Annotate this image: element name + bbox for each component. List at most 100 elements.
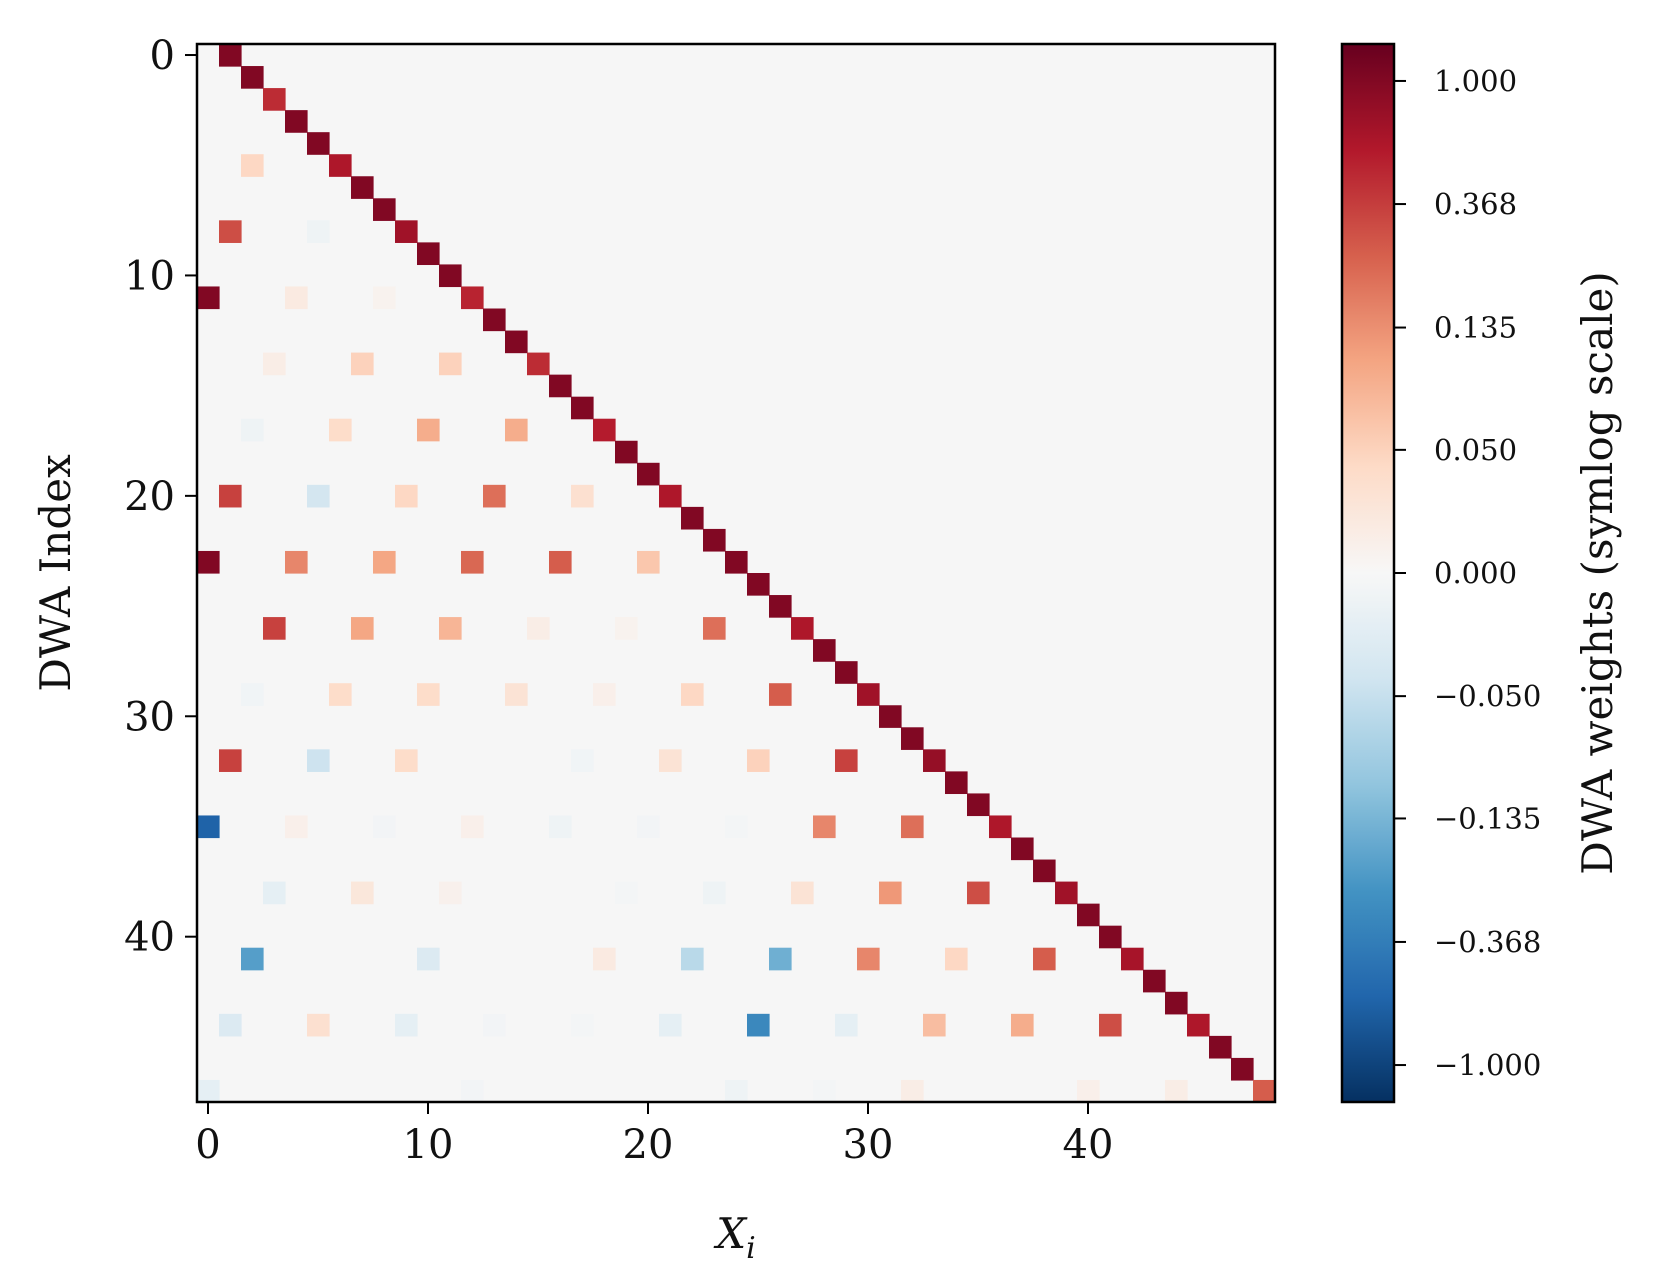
heatmap-cell (725, 550, 748, 574)
heatmap-cell (1187, 1013, 1210, 1037)
heatmap-cell (351, 881, 374, 905)
heatmap-cell (307, 484, 330, 508)
heatmap-cell (747, 1013, 770, 1037)
heatmap-cell (1099, 1013, 1122, 1037)
heatmap-cell (593, 418, 616, 442)
heatmap-cell (417, 418, 440, 442)
heatmap-cell (417, 947, 440, 971)
colorbar-tick-label: 0.135 (1434, 311, 1517, 345)
heatmap-cell (703, 881, 726, 905)
heatmap-cell (307, 220, 330, 243)
heatmap-cell (461, 286, 484, 310)
x-axis: 0 10 20 30 40 (195, 1102, 1113, 1168)
heatmap-cell (967, 793, 990, 817)
heatmap-cell (483, 484, 506, 508)
heatmap-cell (1231, 1057, 1254, 1081)
heatmap-cell (373, 815, 396, 839)
heatmap-cell (439, 881, 462, 905)
heatmap-cell (1165, 991, 1188, 1015)
heatmap-cell (351, 176, 374, 199)
heatmap-cell (439, 264, 462, 288)
heatmap-cell (263, 881, 286, 905)
heatmap-cell (945, 771, 968, 795)
heatmap-cell (219, 749, 242, 772)
x-tick-label: 30 (843, 1122, 894, 1168)
heatmap-cell (945, 947, 968, 971)
heatmap-cell (1209, 1035, 1232, 1059)
y-tick-label: 30 (124, 694, 175, 740)
x-tick-label: 0 (195, 1122, 220, 1168)
heatmap-cell (241, 154, 264, 177)
heatmap-cell (835, 661, 858, 684)
y-tick-label: 10 (124, 253, 175, 299)
heatmap-cell (813, 639, 836, 662)
heatmap-cell (241, 947, 264, 971)
heatmap-cell (659, 1013, 682, 1037)
heatmap-cell (1143, 969, 1166, 993)
heatmap-cell (901, 815, 924, 839)
heatmap-cell (329, 154, 352, 177)
heatmap-cell (505, 418, 528, 442)
heatmap-cell (571, 396, 594, 420)
colorbar-ticks: 1.000 0.368 0.135 0.050 0.000 −0.050 −0.135 −0.… (1394, 64, 1541, 1082)
heatmap-cell (769, 595, 792, 618)
heatmap-cell (395, 749, 418, 772)
heatmap-cell (857, 683, 880, 706)
heatmap-plot-area (195, 42, 1277, 1104)
heatmap-cell (989, 815, 1012, 839)
x-axis-title: Xi (713, 1209, 756, 1266)
heatmap-cell (219, 220, 242, 243)
heatmap-cell (637, 462, 660, 486)
heatmap-cell (329, 418, 352, 442)
heatmap-cell (703, 528, 726, 552)
y-tick-label: 40 (124, 915, 175, 961)
heatmap-cell (637, 550, 660, 574)
heatmap-cell (615, 881, 638, 905)
heatmap-cell (285, 110, 308, 133)
heatmap-cell (219, 44, 242, 67)
heatmap-cell (197, 815, 220, 839)
colorbar: 1.000 0.368 0.135 0.050 0.000 −0.050 −0.135 −0.… (1340, 42, 1541, 1104)
heatmap-cell (461, 815, 484, 839)
heatmap-cell (923, 1013, 946, 1037)
heatmap-cell (483, 308, 506, 332)
heatmap-cell (901, 1079, 924, 1103)
heatmap-cell (659, 749, 682, 772)
heatmap-cell (791, 881, 814, 905)
heatmap-cell (395, 484, 418, 508)
heatmap-cell (571, 1013, 594, 1037)
heatmap-cell (835, 1013, 858, 1037)
heatmap-cell (901, 727, 924, 750)
heatmap-cell (791, 617, 814, 640)
heatmap-cell (197, 550, 220, 574)
heatmap-cell (725, 1079, 748, 1103)
heatmap-cell (285, 815, 308, 839)
heatmap-cell (813, 1079, 836, 1103)
heatmap-cell (571, 484, 594, 508)
heatmap-cell (241, 683, 264, 706)
heatmap-cell (373, 286, 396, 310)
heatmap-cell (461, 1079, 484, 1103)
heatmap-cell (1055, 881, 1078, 905)
heatmap-cell (373, 198, 396, 221)
heatmap-cell (593, 947, 616, 971)
colorbar-tick-label: 1.000 (1434, 64, 1517, 98)
heatmap-cell (219, 1013, 242, 1037)
heatmap-cell (505, 330, 528, 354)
heatmap-cell (1077, 1079, 1100, 1103)
heatmap-cell (681, 683, 704, 706)
heatmap-cell (329, 683, 352, 706)
colorbar-gradient (1342, 44, 1394, 1102)
y-tick-label: 20 (124, 474, 175, 520)
colorbar-tick-label: −0.135 (1434, 801, 1541, 835)
heatmap-cell (681, 506, 704, 530)
y-axis-title: DWA Index (31, 454, 80, 692)
y-axis: 0 10 20 30 40 (124, 33, 197, 961)
heatmap-cell (681, 947, 704, 971)
heatmap-cell (593, 683, 616, 706)
heatmap-cell (351, 352, 374, 376)
heatmap-cell (1011, 837, 1034, 861)
heatmap-cell (747, 749, 770, 772)
heatmap-cell (1011, 1013, 1034, 1037)
x-tick-label: 10 (403, 1122, 454, 1168)
